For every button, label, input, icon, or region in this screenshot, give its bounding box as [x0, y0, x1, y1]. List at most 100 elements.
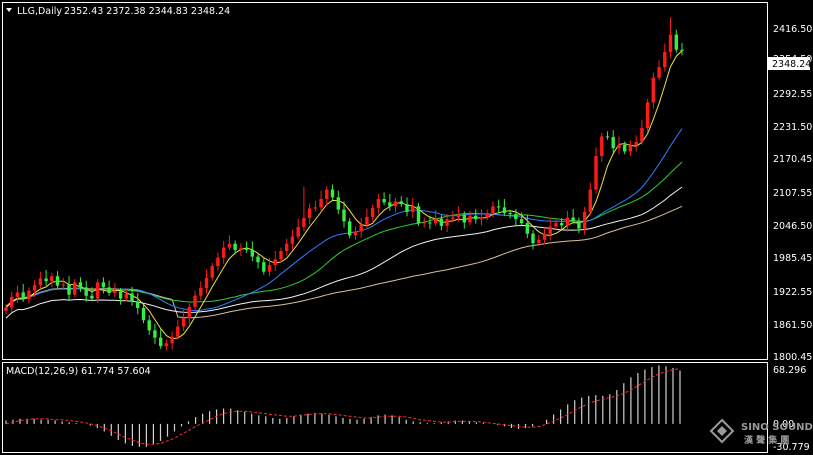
candle-body	[216, 257, 220, 267]
candle-body	[565, 217, 570, 226]
candle-body	[668, 34, 673, 52]
candle-body	[645, 102, 650, 128]
candle-body	[376, 199, 381, 208]
candle-body	[319, 199, 323, 208]
candle-body	[262, 262, 266, 272]
candle-body	[136, 301, 140, 308]
price-axis: 2416.50 2354.50 2292.55 2231.50 2170.45 …	[768, 24, 812, 363]
moving-average-lines	[5, 50, 683, 340]
candle-body	[342, 209, 346, 222]
candle-body	[50, 276, 54, 282]
candle-body	[10, 296, 14, 308]
ma-line-yellow	[5, 50, 683, 340]
price-panel-frame	[2, 2, 768, 360]
candle-body	[141, 308, 146, 321]
candle-body	[663, 52, 667, 68]
candle-body	[537, 239, 541, 244]
candle-body	[67, 284, 71, 295]
candle-body	[525, 223, 529, 234]
price-tick: 1922.55	[773, 287, 812, 298]
candle-body	[153, 330, 157, 338]
ma-line-blue	[5, 128, 683, 312]
candle-body	[497, 206, 501, 208]
candle-body	[176, 326, 180, 337]
candle-body	[107, 287, 111, 293]
ma-line-green	[5, 161, 683, 308]
candle-body	[422, 222, 426, 224]
candle-body	[468, 215, 472, 223]
price-tick: 1985.45	[773, 253, 812, 264]
candle-body	[124, 293, 128, 299]
candle-body	[170, 336, 174, 344]
candle-body	[542, 234, 547, 240]
candle-body	[388, 202, 392, 207]
candle-body	[554, 223, 558, 227]
macd-tick: 0.00	[773, 419, 794, 430]
candle-body	[353, 231, 358, 236]
candle-body	[428, 222, 432, 224]
candle-body	[273, 259, 277, 265]
macd-header: MACD(12,26,9) 61.774 57.604	[6, 366, 151, 377]
candle-body	[462, 214, 466, 223]
candle-body	[233, 243, 237, 250]
candle-body	[15, 292, 20, 297]
price-tick: 1861.50	[773, 320, 812, 331]
price-tick: 2170.45	[773, 154, 812, 165]
price-tick: 2292.55	[773, 89, 812, 100]
candle-body	[44, 278, 48, 282]
candle-body	[651, 77, 655, 103]
candle-body	[199, 287, 203, 296]
candle-body	[382, 199, 386, 203]
candle-body	[307, 208, 312, 218]
symbol-label: LLG,Daily	[17, 6, 62, 17]
candle-body	[393, 201, 398, 207]
dropdown-triangle-icon[interactable]	[6, 8, 12, 12]
candle-body	[411, 206, 415, 212]
candle-body	[336, 197, 340, 210]
candle-body	[600, 136, 604, 156]
candle-body	[560, 223, 564, 226]
candle-body	[113, 291, 117, 293]
ma-line-white	[5, 186, 683, 319]
candle-body	[634, 142, 638, 146]
candle-body	[531, 233, 535, 244]
candle-body	[118, 291, 123, 299]
candle-body	[244, 248, 249, 250]
candle-body	[485, 213, 489, 218]
candle-body	[370, 208, 375, 217]
candle-body	[456, 214, 461, 218]
candle-body	[95, 282, 100, 299]
candle-body	[279, 251, 283, 260]
candle-body	[594, 156, 598, 190]
candle-body	[657, 67, 661, 78]
macd-signal-line	[5, 368, 681, 445]
candle-body	[27, 290, 31, 300]
candle-body	[548, 226, 552, 235]
current-price-label: 2348.24	[772, 59, 811, 70]
candle-body	[445, 219, 449, 226]
candle-body	[302, 218, 306, 227]
candle-body	[101, 282, 106, 288]
candle-body	[405, 204, 409, 212]
candle-body	[267, 265, 272, 272]
candle-body	[256, 256, 260, 263]
macd-axis: 68.296 0.00 -30.779	[773, 365, 810, 453]
candle-body	[623, 144, 627, 152]
macd-panel-frame	[2, 362, 768, 453]
watermark-line1: SINO SOUND	[741, 422, 813, 433]
candle-body	[519, 219, 524, 223]
candle-body	[416, 206, 421, 224]
candle-body	[582, 211, 587, 229]
candle-body	[640, 128, 644, 142]
price-tick: 2046.50	[773, 221, 812, 232]
candle-body	[147, 320, 151, 331]
candle-body	[325, 189, 329, 199]
candle-body	[577, 220, 581, 229]
candle-body	[164, 343, 169, 347]
macd-indicator	[5, 365, 681, 447]
candle-body	[90, 295, 94, 299]
candle-body	[181, 318, 186, 327]
candle-body	[210, 266, 214, 278]
candle-body	[313, 207, 317, 209]
